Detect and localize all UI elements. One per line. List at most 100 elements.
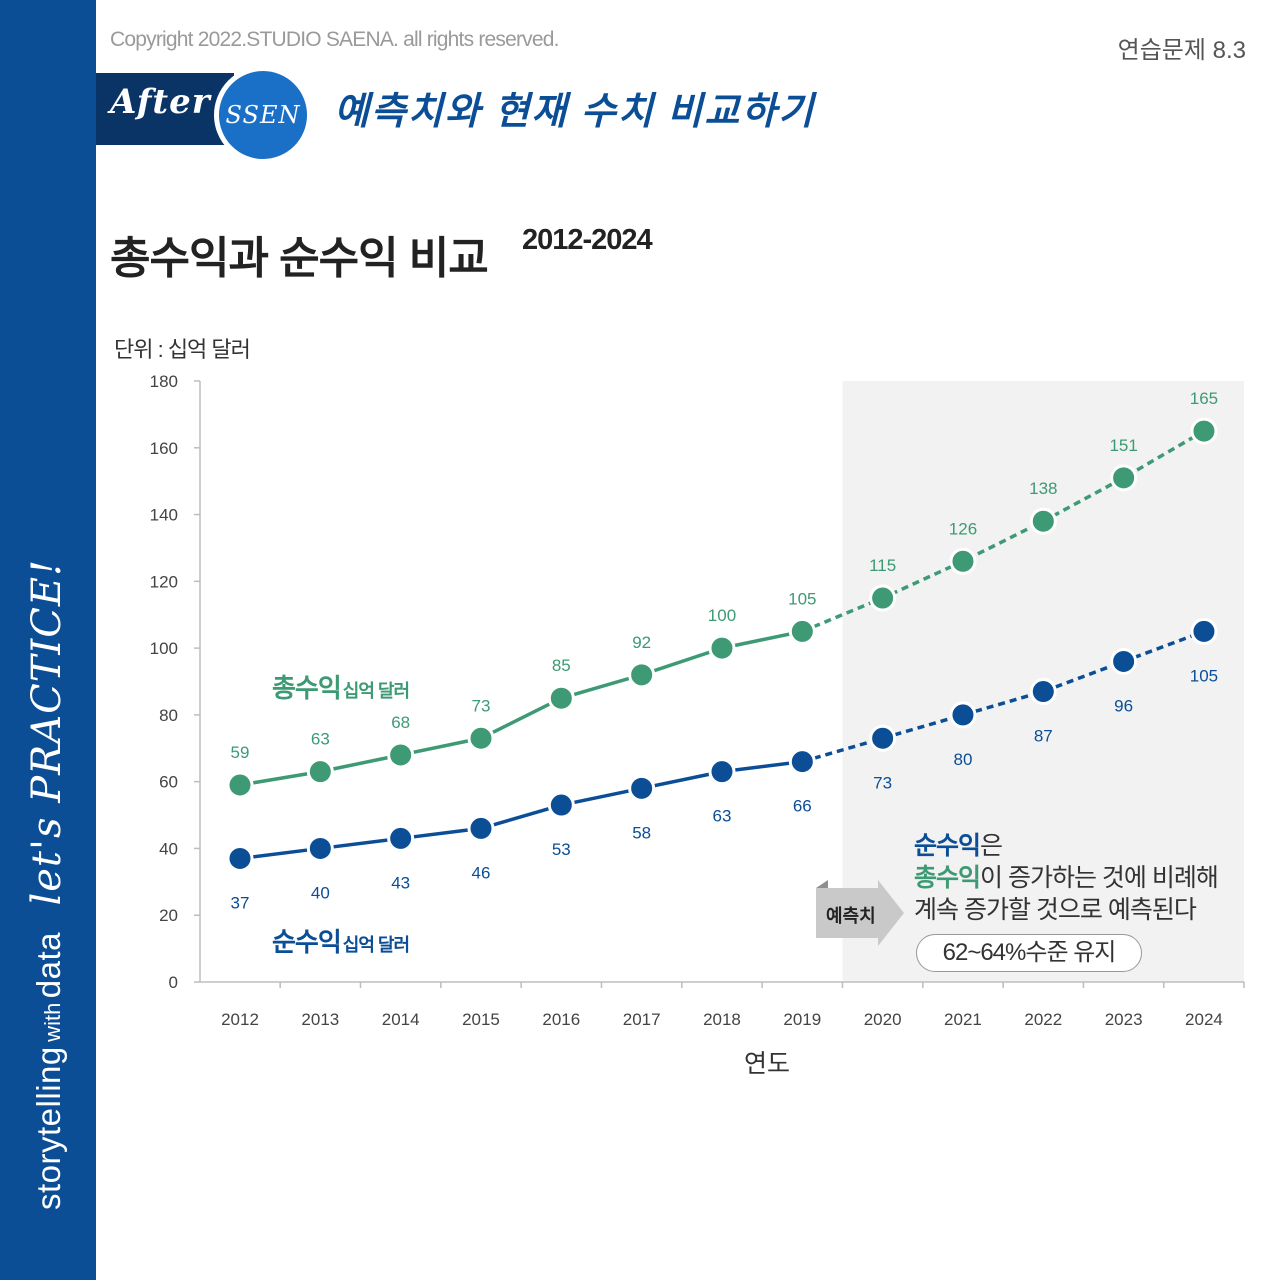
y-tick-label: 180 [150,372,178,391]
forecast-arrow-icon [816,880,904,946]
point-gross [949,547,977,575]
point-gross [387,741,415,769]
data-label-net: 63 [713,807,732,826]
data-label-net: 58 [632,823,651,842]
x-tick-label: 2017 [623,1010,661,1029]
data-label-gross: 165 [1190,389,1218,408]
data-label-gross: 151 [1109,436,1137,455]
sidebar: storytelling with data let's PRACTICE! [0,0,96,1280]
annotation-net: 순수익 [914,832,981,860]
annotation-line1: 은 [980,832,1003,860]
point-net [708,758,736,786]
y-tick-label: 100 [150,639,178,658]
ssen-badge: SSEN [214,66,312,164]
point-net [788,748,816,776]
y-tick-label: 120 [150,572,178,591]
y-tick-label: 60 [159,773,178,792]
data-label-net: 66 [793,797,812,816]
point-net [1190,617,1218,645]
series-line-net-forecast [801,629,1205,764]
point-net [547,791,575,819]
annotation-gross: 총수익 [914,864,981,892]
series-label-net: 순수익 십억 달러 [272,922,410,959]
point-net [467,814,495,842]
data-label-net: 73 [873,773,892,792]
point-net [306,834,334,862]
y-tick-label: 80 [159,706,178,725]
annotation-pill: 62~64%수준 유지 [916,934,1142,972]
data-label-net: 43 [391,873,410,892]
y-tick-label: 0 [169,973,178,992]
x-tick-label: 2022 [1024,1010,1062,1029]
point-net [226,844,254,872]
series-name-gross: 총수익 [272,673,342,703]
x-tick-label: 2018 [703,1010,741,1029]
point-net [949,701,977,729]
point-gross [788,617,816,645]
series-unit-net: 십억 달러 [342,935,410,955]
copyright: Copyright 2022.STUDIO SAENA. all rights … [110,28,559,51]
data-label-net: 105 [1190,666,1218,685]
unit-label: 단위 : 십억 달러 [114,337,251,362]
chart-title: 총수익과 순수익 비교 [110,234,489,283]
point-gross [1110,464,1138,492]
x-axis-label: 연도 [743,1050,790,1078]
x-tick-label: 2024 [1185,1010,1223,1029]
x-tick-label: 2019 [783,1010,821,1029]
data-label-gross: 73 [472,696,491,715]
data-label-gross: 100 [708,606,736,625]
after-banner [96,73,234,145]
y-tick-label: 160 [150,439,178,458]
data-label-gross: 85 [552,656,571,675]
series-name-net: 순수익 [272,927,342,957]
point-gross [628,661,656,689]
x-tick-label: 2012 [221,1010,259,1029]
point-gross [1190,417,1218,445]
forecast-tag-label: 예측치 [826,906,876,926]
forecast-tag: 예측치 [816,880,908,946]
x-tick-label: 2013 [301,1010,339,1029]
point-gross [547,684,575,712]
data-label-gross: 59 [231,743,250,762]
y-tick-label: 40 [159,839,178,858]
point-gross [226,771,254,799]
point-gross [306,758,334,786]
point-gross [467,724,495,752]
page-subtitle: 예측치와 현재 수치 비교하기 [334,91,816,133]
point-net [869,724,897,752]
series-label-gross: 총수익 십억 달러 [272,668,410,705]
annotation-line2: 이 증가하는 것에 비례해 [980,864,1219,892]
chart-title-years: 2012-2024 [522,224,653,256]
annotation-text: 순수익은 총수익이 증가하는 것에 비례해 계속 증가할 것으로 예측된다 [914,830,1219,926]
x-tick-label: 2016 [542,1010,580,1029]
point-gross [1029,507,1057,535]
data-label-net: 37 [231,893,250,912]
data-label-gross: 92 [632,633,651,652]
data-label-gross: 63 [311,730,330,749]
x-tick-label: 2015 [462,1010,500,1029]
x-tick-label: 2014 [382,1010,420,1029]
point-net [1029,678,1057,706]
series-line-gross-actual [239,629,803,787]
data-label-net: 40 [311,883,330,902]
data-label-net: 53 [552,840,571,859]
exercise-number: 연습문제 8.3 [1117,37,1246,64]
point-net [628,774,656,802]
data-label-gross: 68 [391,713,410,732]
data-label-gross: 126 [949,519,977,538]
data-label-net: 87 [1034,727,1053,746]
x-tick-label: 2021 [944,1010,982,1029]
y-tick-label: 140 [150,506,178,525]
banner-after-text: After [110,82,211,122]
point-net [387,824,415,852]
x-tick-label: 2023 [1105,1010,1143,1029]
point-gross [708,634,736,662]
data-label-net: 80 [954,750,973,769]
point-net [1110,647,1138,675]
point-gross [869,584,897,612]
series-line-gross-forecast [801,429,1205,634]
data-label-gross: 105 [788,589,816,608]
series-unit-gross: 십억 달러 [342,681,410,701]
data-label-gross: 138 [1029,479,1057,498]
